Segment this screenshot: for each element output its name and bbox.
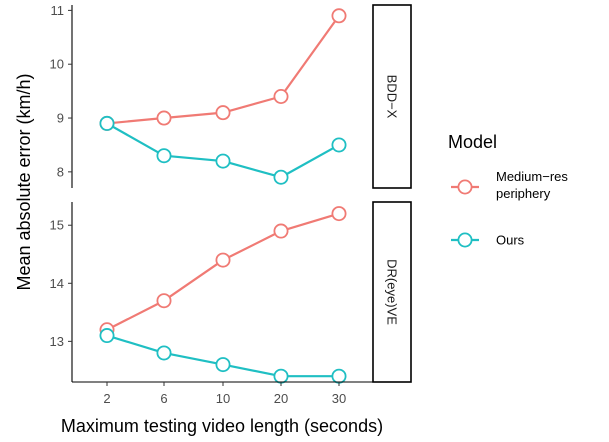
x-tick-label: 20 <box>274 391 288 406</box>
facet-strip-label: BDD−X <box>385 75 400 119</box>
data-point <box>215 357 231 373</box>
y-tick-label: 15 <box>50 218 64 233</box>
series-line <box>106 212 340 331</box>
data-point <box>331 137 347 153</box>
y-tick-label: 11 <box>51 3 65 18</box>
legend: Model Medium−res periphery Ours <box>448 132 568 248</box>
data-point <box>331 368 347 384</box>
facet-strip <box>372 4 412 189</box>
y-axis-title: Mean absolute error (km/h) <box>14 73 34 290</box>
chart-panels: 8 9 10 11 BDD−X 13 14 15 DR(eye)VE <box>50 3 412 384</box>
series-line <box>106 122 340 179</box>
data-point <box>273 169 289 185</box>
data-point <box>215 105 231 121</box>
data-point <box>273 223 289 239</box>
legend-label: Ours <box>496 233 525 248</box>
data-point <box>331 8 347 24</box>
facet-strip <box>372 201 412 383</box>
data-point <box>156 345 172 361</box>
legend-entry: Ours <box>451 232 525 248</box>
x-tick-label: 2 <box>103 391 110 406</box>
data-point <box>273 89 289 105</box>
legend-title: Model <box>448 132 497 152</box>
x-axis-title: Maximum testing video length (seconds) <box>61 416 383 436</box>
x-tick-label: 6 <box>160 391 167 406</box>
x-tick-label: 10 <box>216 391 230 406</box>
data-point <box>215 252 231 268</box>
data-point <box>215 153 231 169</box>
data-point <box>156 110 172 126</box>
x-tick-label: 30 <box>332 391 346 406</box>
legend-entry: Medium−res periphery <box>451 169 568 201</box>
data-point <box>99 328 115 344</box>
data-point <box>99 115 115 131</box>
data-point <box>273 368 289 384</box>
facet-strip-label: DR(eye)VE <box>385 259 400 325</box>
y-tick-label: 10 <box>50 57 64 72</box>
data-point <box>156 148 172 164</box>
panel-2: 13 14 15 DR(eye)VE <box>50 201 412 384</box>
y-tick-label: 8 <box>57 164 64 179</box>
legend-key-marker <box>457 232 473 248</box>
legend-label: Medium−res periphery <box>496 169 568 201</box>
legend-key-marker <box>457 179 473 195</box>
x-axis: 2 6 10 20 30 <box>72 381 373 406</box>
y-tick-label: 14 <box>50 276 64 291</box>
panel-1: 8 9 10 11 BDD−X <box>50 3 412 189</box>
y-tick-label: 13 <box>50 334 64 349</box>
y-tick-label: 9 <box>57 111 64 126</box>
data-point <box>156 293 172 309</box>
data-point <box>331 206 347 222</box>
